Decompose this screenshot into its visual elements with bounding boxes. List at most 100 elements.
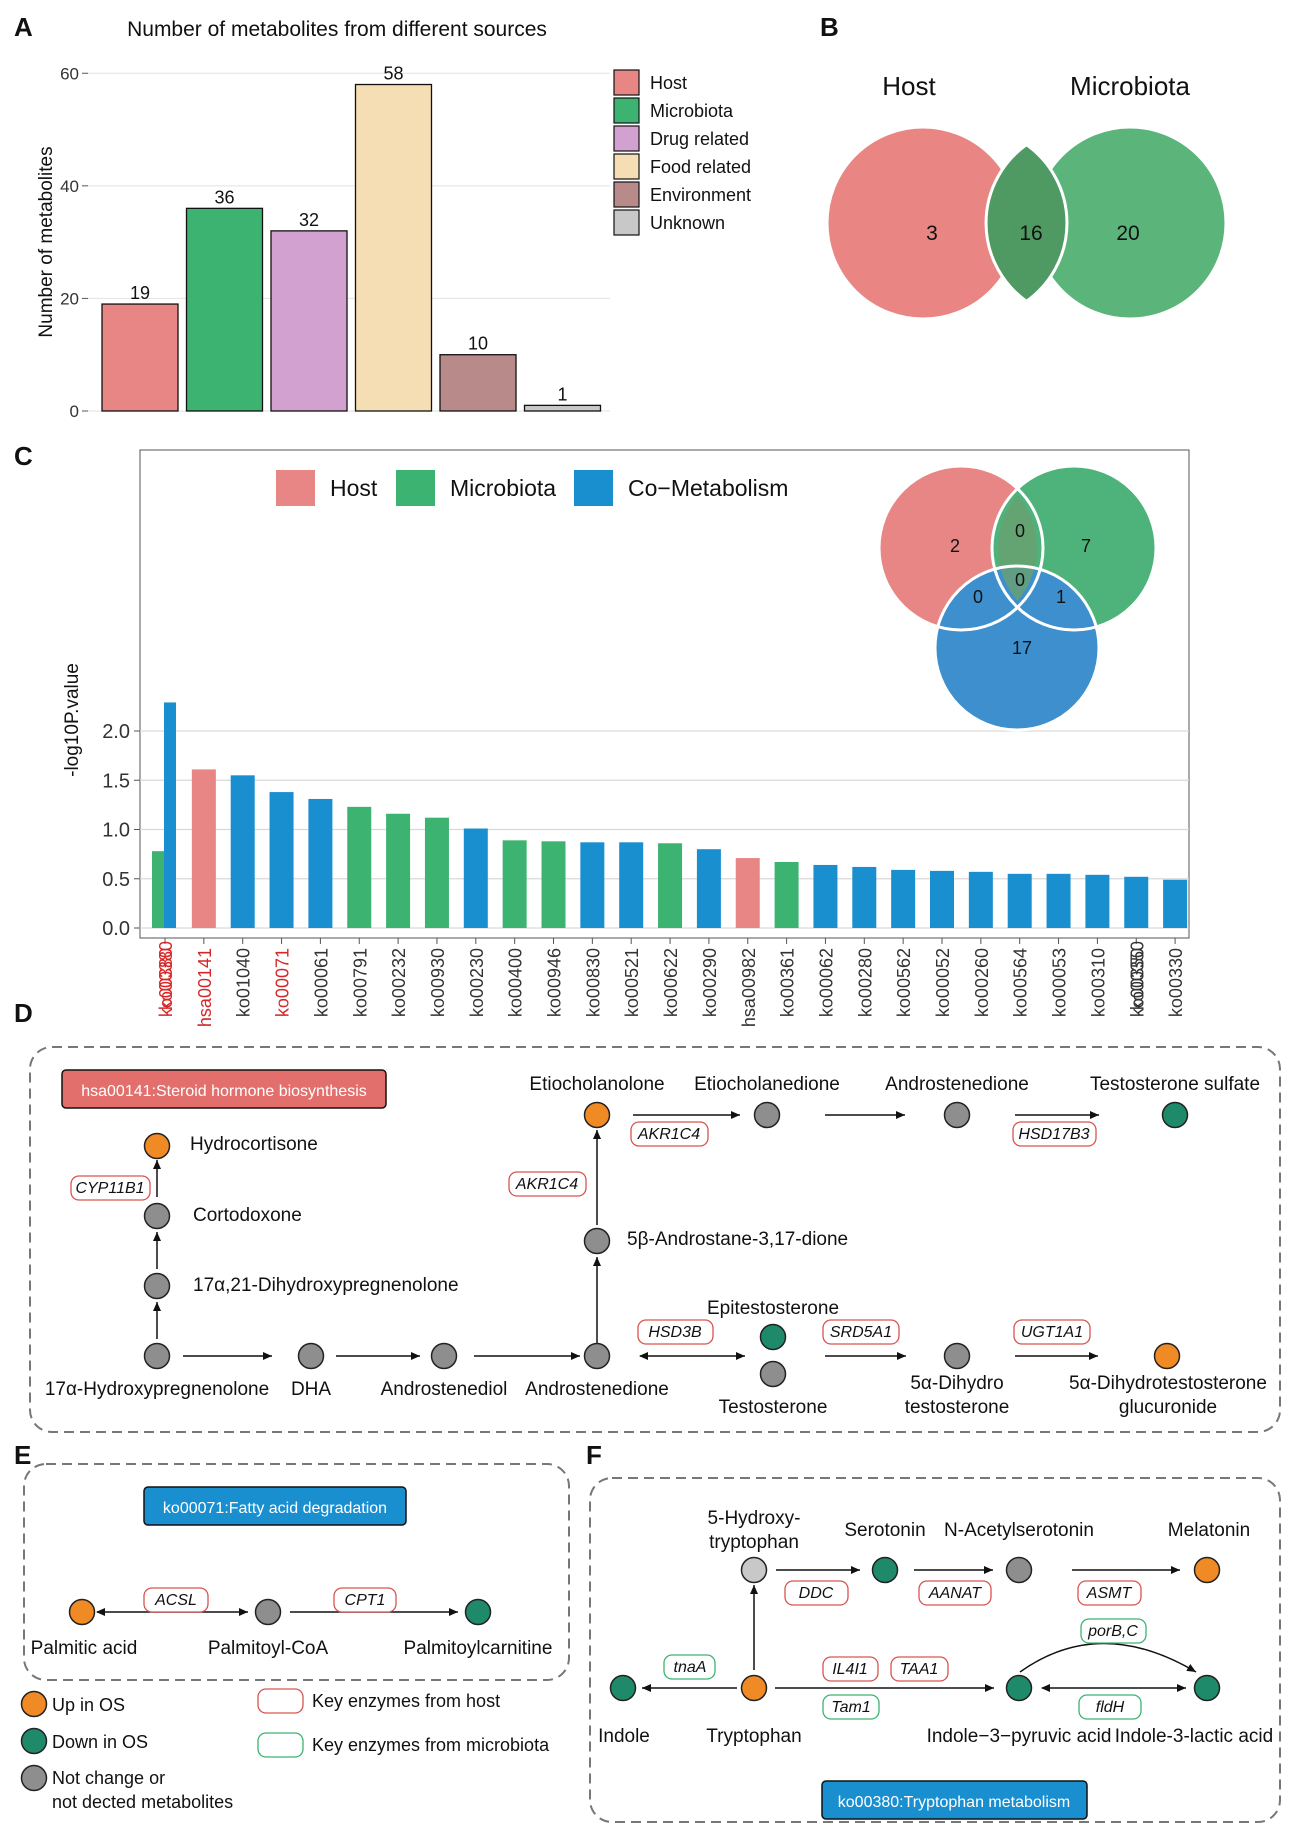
enzyme-box [630,1121,709,1147]
enzyme-asmt: ASMT [1086,1585,1133,1602]
legend-nochange-label-1: Not change or [52,1768,165,1788]
chart-c-ytick-label: 2.0 [102,721,130,743]
chart-c-xtick-label: ko00791 [350,948,370,1017]
chart-c-xtick-label: ko00232 [389,948,409,1017]
label-androstenediol: Androstenediol [381,1379,508,1400]
node-epitestosterone [759,1323,787,1351]
panel-f-labels: 5-Hydroxy- tryptophan Serotonin N-Acetyl… [598,1508,1273,1747]
venn-c-co-only: 17 [1012,638,1032,658]
venn-b-micro-label: Microbiota [1070,71,1190,101]
panel-letter-d: D [14,998,33,1028]
venn-b-micro-only: 20 [1116,222,1139,245]
chart-c-bar [1085,874,1110,928]
legend-c-micro-label: Microbiota [450,475,556,501]
chart-a-legend-label: Unknown [650,213,725,233]
chart-c-xtick-label-overlap: ko00350 [1127,941,1147,1010]
label-cortodoxone: Cortodoxone [193,1205,302,1226]
arrow-curve [1019,1642,1197,1673]
enzyme-ddc: DDC [799,1585,834,1602]
venn-c-center: 0 [1015,570,1025,590]
panel-letter-b: B [820,12,839,42]
node-indolelactic [1193,1674,1221,1702]
chart-c-bar [658,843,683,928]
panel-f-pathway-badge [821,1780,1088,1820]
legend-enzyme-micro-box [257,1732,304,1758]
panel-e-box [23,1463,570,1681]
label-dha: DHA [291,1379,331,1400]
legend-down-dot [20,1727,48,1755]
chart-a-bar [439,354,517,412]
chart-a-bar [270,230,348,412]
chart-c-bar [696,849,721,928]
chart-c-xtick-label-overlap: ko00380 [156,941,176,1010]
bottom-legend: Up in OS Down in OS Not change or not de… [20,1688,550,1812]
enzyme-aanat: AANAT [928,1585,982,1602]
enzyme-hsd17b3: HSD17B3 [1018,1126,1089,1143]
chart-c-ytick-label: 0.0 [102,918,130,940]
chart-c-bar [502,840,527,928]
venn-c-co-circle [935,566,1099,730]
venn-b: Host Microbiota 3 16 20 [825,71,1228,321]
label-dht-glucuronide-1: 5α-Dihydrotestosterone [1069,1373,1267,1394]
chart-a-bar [523,404,602,412]
node-tryptophan [740,1674,768,1702]
chart-c-bar [619,842,644,928]
enzyme-box [663,1654,716,1680]
label-palmitoylcarnitine: Palmitoylcarnitine [404,1638,553,1659]
chart-c-legend: Host Microbiota Co−Metabolism [276,470,788,506]
chart-c-bar [1163,879,1188,928]
chart-c-bar [1124,876,1149,928]
label-androstenedione-top: Androstenedione [885,1074,1029,1095]
label-melatonin: Melatonin [1168,1520,1250,1541]
panel-letter-a: A [14,12,33,42]
enzyme-box [822,1694,880,1720]
label-epitestosterone: Epitestosterone [707,1298,839,1319]
legend-up-label: Up in OS [52,1695,125,1715]
chart-c-xtick-label: ko00930 [428,948,448,1017]
enzyme-box [890,1656,949,1682]
enzyme-box [1078,1694,1142,1720]
legend-c-host-swatch [276,470,315,506]
label-etiocholanedione: Etiocholanedione [694,1074,840,1095]
enzyme-taa1: TAA1 [900,1661,939,1678]
panel-letter-c: C [14,441,33,471]
chart-a-bar [185,207,264,412]
panel-letter-f: F [586,1440,602,1470]
chart-a-legend-swatch [613,69,640,96]
enzyme-il4i1: IL4I1 [832,1661,868,1678]
chart-c-bar [852,866,877,928]
label-hydroxytryptophan-1: 5-Hydroxy- [708,1508,801,1529]
chart-c-xtick-label: ko00350 [1127,948,1147,1017]
enzyme-box [784,1580,849,1606]
node-dihydrotestosterone [943,1342,971,1370]
node-hydroxypregnenolone [143,1342,171,1370]
label-dihydrotestosterone-2: testosterone [905,1397,1010,1418]
label-hydroxytryptophan-2: tryptophan [709,1532,799,1553]
chart-c-xtick-label: ko00380 [156,948,176,1017]
chart-c-xtick-label: ko00361 [778,948,798,1017]
chart-a-bars: 19 36 32 58 10 1 [101,64,602,412]
legend-enzyme-micro-label: Key enzymes from microbiota [312,1735,550,1755]
chart-a-legend-label: Microbiota [650,101,734,121]
chart-c-xtick-label: ko00521 [622,948,642,1017]
chart-a-legend: Host Microbiota Drug related Food related En… [613,69,751,236]
enzyme-box [918,1580,992,1606]
enzyme-box [1013,1319,1091,1345]
chart-c-bar [386,813,411,928]
venn-c-host-outline [877,464,1045,632]
venn-c-co-outline [933,564,1101,732]
legend-c-co-swatch [574,470,613,506]
chart-c-bar [774,862,799,928]
enzyme-box [822,1656,879,1682]
chart-c-bar [152,851,164,928]
label-etiocholanolone: Etiocholanolone [529,1074,664,1095]
chart-a-value-label: 58 [383,64,403,84]
chart-c-xtick-label: hsa00141 [195,948,215,1027]
node-androstenedione-top [943,1101,971,1129]
enzyme-box [70,1175,151,1201]
chart-c-ytick-label: 1.0 [102,820,130,842]
chart-a-legend-label: Food related [650,157,751,177]
panel-d-pathway-label: hsa00141:Steroid hormone biosynthesis [81,1083,367,1100]
